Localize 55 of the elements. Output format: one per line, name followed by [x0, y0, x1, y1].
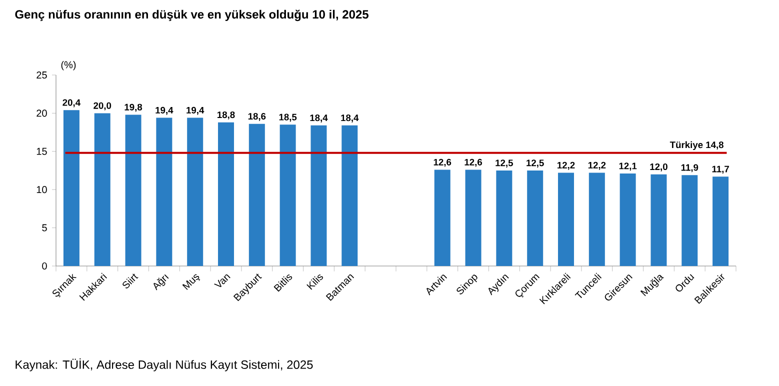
data-label: 18,4 [341, 114, 359, 122]
bar [280, 124, 296, 266]
y-tick-label: 0 [42, 262, 47, 270]
chart-title: Genç nüfus oranının en düşük ve en yüksek olduğu 10 il, 2025 [15, 10, 368, 22]
bar [63, 110, 80, 266]
bar [620, 174, 636, 266]
data-label: 12,1 [619, 162, 637, 171]
bar [650, 174, 667, 266]
bar [434, 170, 450, 266]
data-label: 20,0 [94, 102, 112, 110]
x-tick-label: Van [214, 274, 230, 288]
bar [248, 124, 265, 266]
data-label: 19,4 [186, 106, 204, 115]
y-tick-label: 15 [36, 148, 47, 155]
data-label: 11,7 [712, 166, 729, 174]
data-label: 18,6 [248, 113, 266, 121]
data-label: 11,9 [681, 164, 698, 172]
data-label: 12,5 [526, 160, 544, 168]
bar [342, 125, 358, 266]
bar [94, 113, 110, 266]
bar [496, 170, 512, 266]
bar [558, 172, 574, 266]
x-tick-label: Ağrı [154, 274, 169, 290]
data-label: 18,4 [310, 114, 328, 122]
bar [125, 114, 142, 266]
data-label: 18,5 [279, 114, 297, 122]
bar [527, 170, 544, 266]
y-tick-label: 5 [42, 224, 47, 232]
data-label: 12,0 [650, 163, 668, 172]
bar [218, 122, 234, 266]
y-axis-title: (%) [61, 60, 76, 70]
bar [465, 170, 482, 266]
bar [588, 172, 605, 266]
bar [156, 118, 172, 266]
x-tick-label: Kilis [306, 274, 324, 290]
data-label: 19,8 [124, 104, 142, 112]
data-label: 18,8 [218, 111, 235, 120]
y-tick-label: 10 [36, 186, 47, 194]
data-label: 19,4 [156, 106, 174, 115]
y-tick-label: 20 [36, 110, 47, 117]
x-tick-label: Muş [182, 274, 200, 290]
data-label: 12,5 [496, 160, 514, 168]
x-tick-label: Siirt [122, 274, 138, 288]
data-label: 12,6 [464, 158, 482, 167]
data-label: 12,6 [434, 158, 452, 167]
bar [712, 176, 729, 266]
y-tick-label: 25 [36, 71, 47, 79]
bar [682, 175, 698, 266]
data-label: 20,4 [62, 99, 80, 108]
ref-line-label: Türkiye 14,8 [670, 141, 724, 150]
text: Kaynak: TÜİK, Adrese Dayalı Nüfus Kayıt Sistemi, 2025 [16, 358, 313, 372]
data-label: 12,2 [558, 162, 575, 170]
bar [310, 125, 327, 266]
data-label: 12,2 [588, 162, 606, 170]
bar [187, 118, 204, 266]
